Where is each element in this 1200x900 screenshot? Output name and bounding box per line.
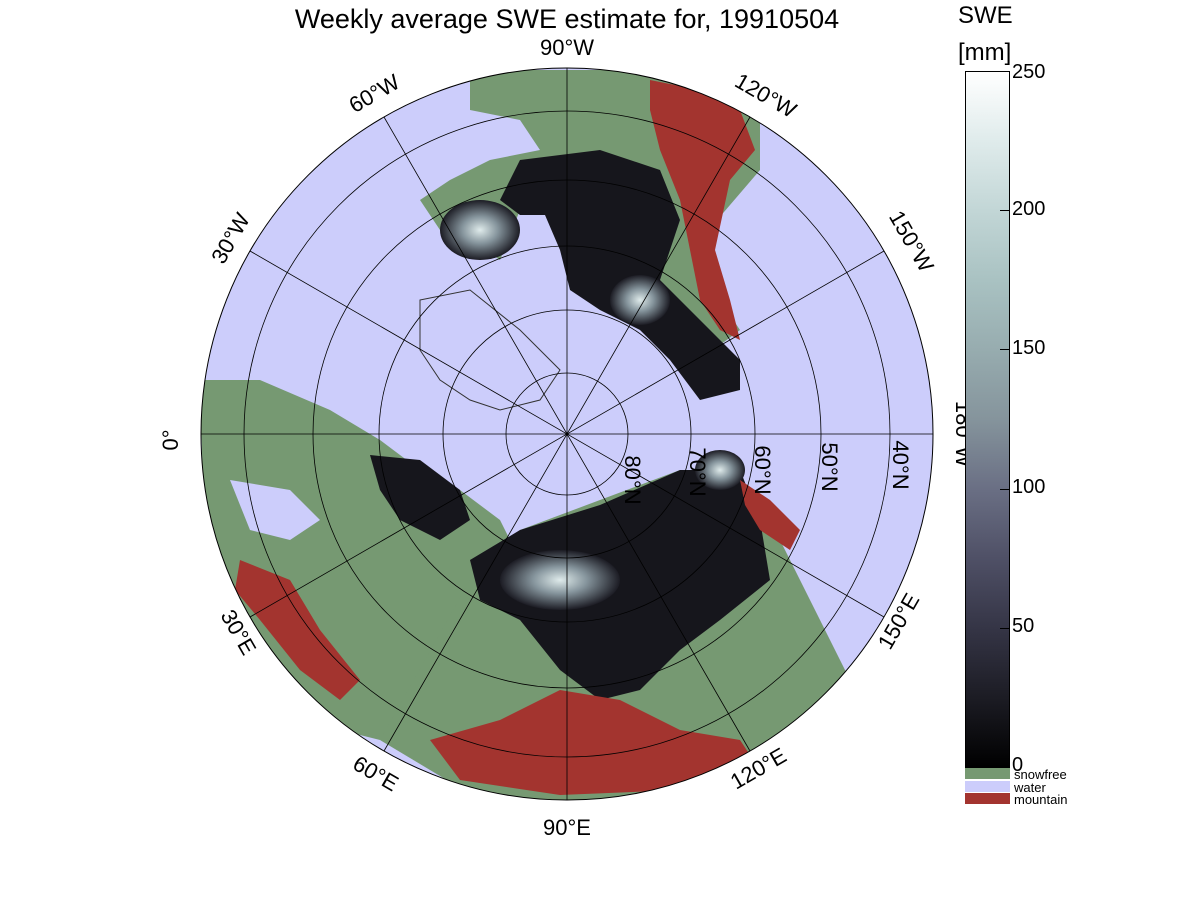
legend-label-mountain: mountain [1014,792,1068,807]
lat-label-40n: 40°N [888,440,913,489]
colorbar [965,71,1010,768]
mountain-central-asia [430,690,760,795]
colorbar-tick-0: 0 [1012,754,1024,776]
graticule [201,68,933,800]
swe-high-alaska [610,275,670,325]
mountain-rockies [650,80,755,340]
colorbar-tick-150: 150 [1012,337,1046,359]
lat-label-70n: 70°N [685,447,710,496]
colorbar-tick-200: 200 [1012,198,1046,220]
legend-label-water: water [1014,780,1046,795]
legend-swatch-mountain [965,793,1010,804]
colorbar-tick-50: 50 [1012,615,1035,637]
colorbar-tick-100: 100 [1012,476,1046,498]
snow-siberia [470,470,770,700]
water-mediterranean [230,480,320,540]
colorbar-tickmark-0 [1000,767,1010,768]
legend-swatch-snowfree [965,768,1010,779]
lon-label-90e: 90°E [543,815,591,840]
map-title: Weekly average SWE estimate for, 1991050… [294,4,840,34]
lat-label-60n: 60°N [750,445,775,494]
swe-high-siberia-east [695,450,745,490]
colorbar-tickmark-50 [1000,628,1010,629]
snow-north-america [500,150,740,400]
colorbar-tickmark-200 [1000,210,1010,211]
swe-high-siberia-west [500,550,620,610]
colorbar-tickmark-100 [1000,489,1010,490]
colorbar-title: SWE [958,2,1013,29]
colorbar-tick-250: 250 [1012,61,1046,83]
lon-label-90w: 90°W [540,35,594,60]
mountain-alps-atlas [235,560,360,700]
lon-label-0: 0° [158,429,183,450]
legend-swatch-water [965,781,1010,792]
lon-label-60e: 60°E [349,751,403,797]
lat-label-50n: 50°N [817,442,842,491]
colorbar-tickmark-150 [1000,349,1010,350]
legend-label-snowfree: snowfree [1014,767,1067,782]
swe-high-hudson-west [440,200,520,260]
snow-scandinavia [370,455,470,540]
map-border [200,67,934,801]
meridian-150w-30e [249,250,885,618]
colorbar-unit: [mm] [958,39,1012,66]
mountain-kamchatka [740,480,800,550]
lat-label-80n: 80°N [620,455,645,504]
